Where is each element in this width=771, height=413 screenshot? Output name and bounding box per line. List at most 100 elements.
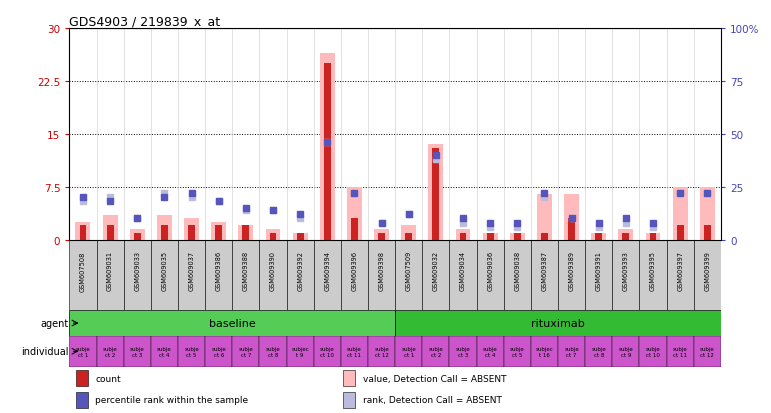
Text: subje
ct 4: subje ct 4: [157, 346, 172, 357]
Bar: [297, 233, 304, 240]
Text: GSM607509: GSM607509: [406, 251, 412, 291]
Text: subje
ct 1: subje ct 1: [402, 346, 416, 357]
Text: GSM609392: GSM609392: [297, 251, 303, 290]
Bar: [645, 233, 661, 240]
Bar: [69, 310, 395, 336]
Text: GSM609397: GSM609397: [677, 251, 683, 290]
Bar: [667, 336, 694, 367]
Text: subje
ct 9: subje ct 9: [618, 346, 633, 357]
Text: subje
ct 3: subje ct 3: [130, 346, 145, 357]
FancyBboxPatch shape: [368, 240, 395, 310]
Bar: [320, 54, 335, 240]
Bar: [130, 230, 145, 240]
Text: subje
ct 1: subje ct 1: [76, 346, 90, 357]
Bar: [585, 336, 612, 367]
Bar: [151, 336, 178, 367]
FancyBboxPatch shape: [667, 240, 694, 310]
Text: subje
ct 2: subje ct 2: [429, 346, 443, 357]
Bar: [476, 336, 503, 367]
Text: individual: individual: [22, 347, 69, 356]
FancyBboxPatch shape: [449, 240, 476, 310]
Bar: [106, 226, 113, 240]
Bar: [460, 233, 466, 240]
Bar: [704, 226, 711, 240]
Bar: [314, 336, 341, 367]
Text: GSM609035: GSM609035: [161, 251, 167, 291]
Text: GSM609031: GSM609031: [107, 251, 113, 290]
Bar: [96, 336, 123, 367]
Text: count: count: [96, 374, 121, 383]
Bar: [368, 336, 395, 367]
Text: GSM609395: GSM609395: [650, 251, 656, 290]
FancyBboxPatch shape: [531, 240, 558, 310]
Bar: [184, 219, 199, 240]
Bar: [215, 226, 222, 240]
FancyBboxPatch shape: [178, 240, 205, 310]
Bar: [700, 187, 715, 240]
Bar: [395, 336, 423, 367]
Text: subje
ct 11: subje ct 11: [347, 346, 362, 357]
FancyBboxPatch shape: [395, 240, 423, 310]
FancyBboxPatch shape: [259, 240, 287, 310]
Text: subje
ct 10: subje ct 10: [320, 346, 335, 357]
Text: subje
ct 8: subje ct 8: [591, 346, 606, 357]
FancyBboxPatch shape: [205, 240, 232, 310]
Text: subje
ct 11: subje ct 11: [673, 346, 688, 357]
Bar: [568, 219, 575, 240]
Text: subje
ct 12: subje ct 12: [700, 346, 715, 357]
Bar: [564, 194, 579, 240]
FancyBboxPatch shape: [341, 240, 368, 310]
Text: GSM609037: GSM609037: [189, 251, 194, 291]
Bar: [178, 336, 205, 367]
FancyBboxPatch shape: [287, 240, 314, 310]
Bar: [618, 230, 633, 240]
Bar: [558, 336, 585, 367]
FancyBboxPatch shape: [558, 240, 585, 310]
Text: subje
ct 10: subje ct 10: [645, 346, 661, 357]
Bar: [270, 233, 276, 240]
Text: subje
ct 7: subje ct 7: [238, 346, 253, 357]
Bar: [503, 336, 531, 367]
Bar: [401, 226, 416, 240]
FancyBboxPatch shape: [423, 240, 449, 310]
Bar: [639, 336, 667, 367]
Text: GSM609394: GSM609394: [325, 251, 330, 290]
Text: subjec
t 9: subjec t 9: [291, 346, 309, 357]
Text: GSM609396: GSM609396: [352, 251, 358, 290]
Text: subjec
t 16: subjec t 16: [536, 346, 554, 357]
Bar: [287, 336, 314, 367]
Bar: [395, 310, 721, 336]
Bar: [514, 233, 520, 240]
Text: GSM609399: GSM609399: [705, 251, 710, 290]
Text: GSM609033: GSM609033: [134, 251, 140, 290]
Bar: [541, 233, 548, 240]
Bar: [76, 370, 88, 387]
Bar: [324, 64, 331, 240]
Text: GSM609389: GSM609389: [568, 251, 574, 290]
Bar: [612, 336, 639, 367]
Text: subje
ct 2: subje ct 2: [103, 346, 117, 357]
FancyBboxPatch shape: [694, 240, 721, 310]
Bar: [531, 336, 558, 367]
Text: subje
ct 6: subje ct 6: [211, 346, 226, 357]
Text: GSM609391: GSM609391: [596, 251, 601, 290]
Bar: [487, 233, 493, 240]
Text: GSM609038: GSM609038: [514, 251, 520, 291]
Bar: [673, 187, 688, 240]
Bar: [374, 230, 389, 240]
Bar: [694, 336, 721, 367]
Bar: [650, 233, 656, 240]
Text: GSM609398: GSM609398: [379, 251, 385, 290]
Bar: [351, 219, 358, 240]
Bar: [433, 149, 439, 240]
Text: subje
ct 4: subje ct 4: [483, 346, 497, 357]
Text: GSM607508: GSM607508: [80, 251, 86, 291]
Bar: [341, 336, 368, 367]
Text: percentile rank within the sample: percentile rank within the sample: [96, 395, 248, 404]
Bar: [157, 215, 172, 240]
Bar: [69, 336, 96, 367]
FancyBboxPatch shape: [503, 240, 531, 310]
FancyBboxPatch shape: [123, 240, 151, 310]
Text: GSM609036: GSM609036: [487, 251, 493, 291]
Bar: [188, 226, 195, 240]
